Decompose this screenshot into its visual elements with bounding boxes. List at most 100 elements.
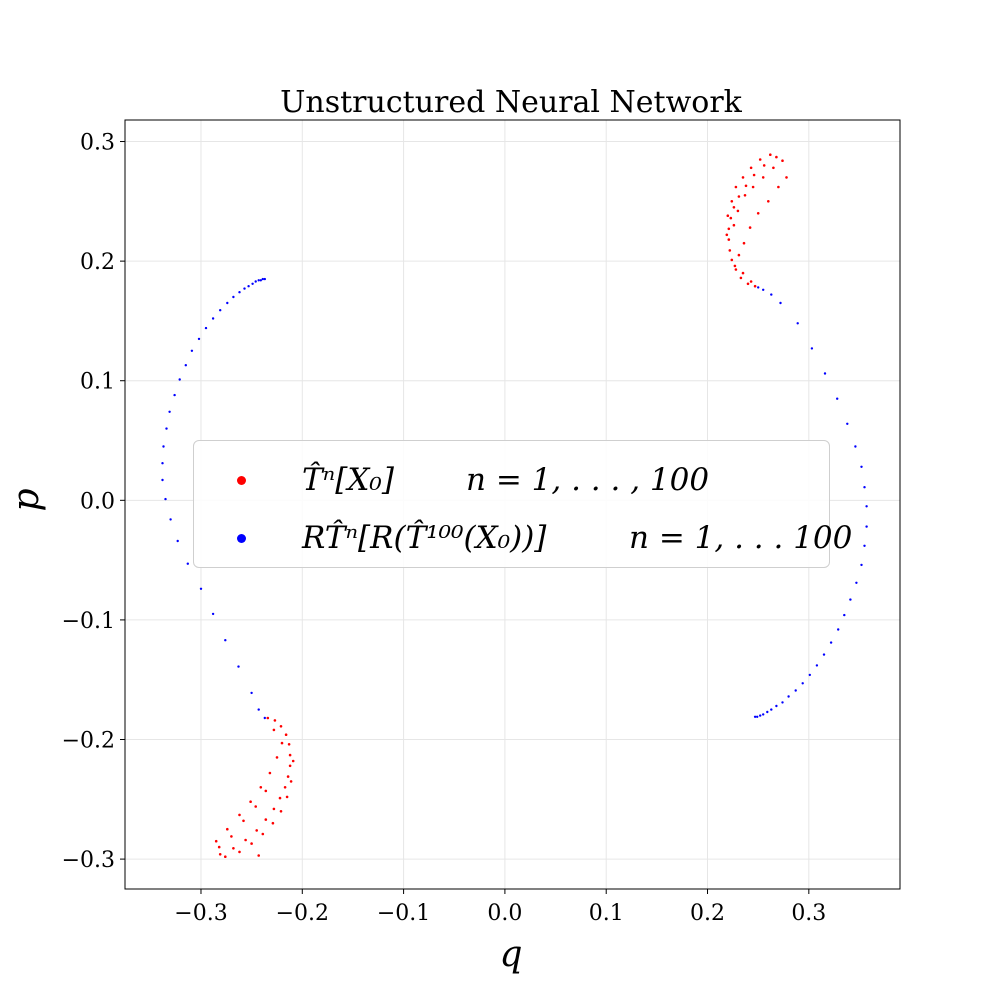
x-axis-ticks: −0.3 −0.2 −0.1 0.0 0.1 0.2 0.3 [174, 889, 826, 926]
legend-label-2: RT̂ⁿ[R(T̂¹⁰⁰(X₀))] [302, 520, 547, 556]
red-data-point [271, 821, 275, 825]
x-tick-label: 0.2 [690, 901, 725, 926]
blue-data-point [254, 280, 257, 283]
red-data-point [291, 759, 295, 763]
blue-data-point [261, 277, 264, 281]
blue-data-point [226, 301, 229, 305]
blue-data-point [837, 628, 840, 631]
red-data-point [762, 164, 766, 167]
red-data-point [749, 166, 753, 170]
red-data-point [275, 756, 279, 759]
red-data-point [734, 185, 738, 189]
data-points [161, 153, 868, 858]
red-data-point [775, 155, 778, 159]
red-data-point [250, 842, 253, 845]
blue-data-point [815, 664, 819, 667]
legend-marker-blue-dot [237, 533, 246, 543]
blue-data-point [219, 309, 222, 312]
y-tick-label: 0.3 [80, 131, 115, 156]
blue-data-point [779, 301, 782, 305]
red-data-point [751, 185, 755, 189]
x-tick-label: −0.3 [174, 901, 227, 926]
blue-data-point [823, 372, 827, 375]
red-data-point [744, 184, 748, 188]
chart-title: Unstructured Neural Network [280, 85, 743, 120]
blue-data-point [863, 544, 866, 547]
red-data-point [244, 838, 247, 842]
blue-data-point [775, 704, 778, 708]
blue-data-point [849, 598, 852, 601]
blue-data-point [190, 349, 194, 352]
red-data-point [255, 829, 258, 832]
blue-data-point [161, 478, 164, 482]
blue-data-point [808, 673, 811, 677]
blue-data-point [162, 445, 165, 448]
blue-data-point [251, 282, 254, 285]
blue-data-point [781, 701, 784, 704]
red-data-point [729, 216, 733, 220]
red-data-point [249, 800, 252, 803]
blue-data-point [756, 715, 759, 718]
red-data-point [279, 810, 283, 813]
red-data-point [777, 185, 780, 189]
x-tick-label: −0.2 [276, 901, 329, 926]
red-data-point [257, 854, 261, 857]
red-data-point [217, 845, 221, 849]
red-data-point [742, 241, 746, 245]
red-data-point [224, 855, 227, 858]
red-data-point [283, 786, 287, 789]
red-data-point [261, 832, 265, 836]
blue-data-point [753, 715, 757, 718]
red-data-point [254, 805, 257, 808]
red-data-point [238, 813, 241, 817]
red-data-point [287, 743, 291, 746]
red-data-point [273, 719, 277, 722]
blue-data-point [770, 708, 773, 711]
legend-label-1: T̂ⁿ[X₀] [302, 462, 394, 498]
legend-entry-2: RT̂ⁿ[R(T̂¹⁰⁰(X₀))] n = 1, . . . 100 [194, 513, 852, 563]
x-axis-label: q [499, 934, 522, 975]
blue-data-point [168, 410, 171, 413]
red-data-point [285, 795, 289, 799]
red-data-point [259, 786, 263, 789]
red-data-point [736, 209, 740, 213]
blue-data-point [855, 581, 858, 584]
y-tick-label: −0.3 [62, 848, 115, 873]
legend: T̂ⁿ[X₀] n = 1, . . . , 100 RT̂ⁿ[R(T̂¹⁰⁰(… [193, 440, 852, 568]
blue-data-point [232, 295, 235, 299]
blue-data-point [259, 279, 262, 282]
red-data-point [752, 173, 756, 177]
blue-data-point [759, 714, 762, 717]
blue-data-point [822, 653, 826, 656]
red-data-point [741, 176, 745, 179]
blue-data-point [770, 293, 773, 296]
blue-data-point [184, 364, 187, 367]
red-data-point [737, 253, 741, 257]
blue-data-point [211, 317, 215, 320]
red-data-point [727, 227, 731, 231]
red-data-point [737, 195, 741, 198]
red-data-point [289, 780, 293, 783]
blue-data-point [846, 422, 849, 425]
blue-data-point [161, 462, 164, 465]
blue-data-point [860, 563, 863, 567]
blue-data-point [257, 279, 260, 282]
red-data-point [761, 176, 765, 179]
red-data-point [280, 741, 284, 745]
red-data-point [268, 771, 272, 775]
plot-frame [124, 119, 901, 890]
red-data-point [272, 807, 276, 811]
red-data-point [286, 775, 290, 778]
red-data-point [769, 153, 772, 156]
red-data-point [727, 238, 731, 241]
legend-marker-red-dot [237, 475, 246, 485]
red-data-point [781, 159, 784, 162]
y-tick-label: −0.1 [62, 609, 115, 634]
x-tick-label: 0.0 [487, 901, 522, 926]
blue-data-point [860, 465, 863, 468]
red-data-point [730, 200, 734, 203]
red-data-point [733, 264, 737, 268]
red-data-point [264, 789, 268, 793]
blue-data-point [250, 691, 253, 695]
red-data-point [726, 214, 730, 217]
